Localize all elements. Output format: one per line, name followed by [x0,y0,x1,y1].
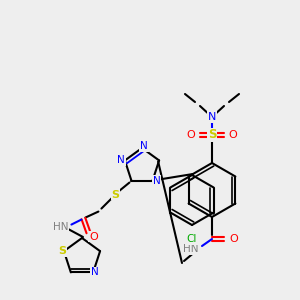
Text: N: N [117,155,125,165]
Text: O: O [230,234,238,244]
Text: S: S [111,190,119,200]
Text: O: O [89,232,98,242]
Text: O: O [187,130,195,140]
Text: S: S [58,246,66,256]
Text: N: N [153,176,160,186]
Text: HN: HN [53,222,68,232]
Text: S: S [208,128,216,142]
Text: N: N [208,112,216,122]
Text: HN: HN [183,244,199,254]
Text: N: N [140,141,148,151]
Text: O: O [229,130,237,140]
Text: N: N [91,267,99,278]
Text: Cl: Cl [187,234,197,244]
